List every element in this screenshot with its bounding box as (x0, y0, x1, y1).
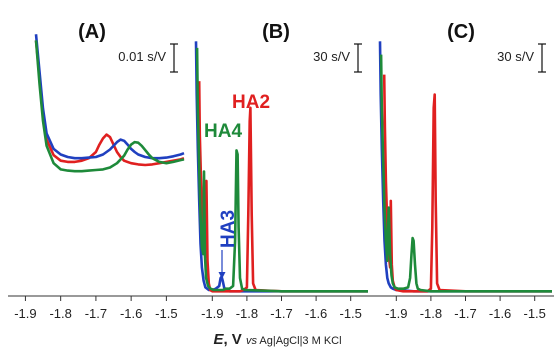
annotation-ha4: HA4 (204, 121, 242, 142)
panel-b-x-tick-label: -1.6 (305, 306, 327, 321)
panel-a-x-tick-label: -1.5 (155, 306, 177, 321)
panel-b: (B) 30 s/V HA2 HA4 HA3 (194, 21, 368, 293)
panel-b-title: (B) (262, 21, 290, 43)
panel-c-scale-bar (538, 43, 546, 73)
panel-a-scale-label: 0.01 s/V (118, 49, 166, 64)
panel-b-x-tick-label: -1.7 (270, 306, 292, 321)
panel-a-title: (A) (78, 21, 106, 43)
panel-a-x-tick-label: -1.8 (49, 306, 71, 321)
ha3-arrow (218, 250, 226, 279)
panel-c-x-tick-label: -1.6 (489, 306, 511, 321)
panel-c-title: (C) (447, 21, 475, 43)
panel-a-scale-bar (170, 43, 178, 73)
panel-c-series (378, 41, 552, 293)
panel-b-x-tick-label: -1.8 (236, 306, 258, 321)
x-axis-symbol: E (213, 331, 224, 348)
x-axis-unit: , V (223, 331, 246, 348)
panel-c-x-tick-label: -1.9 (385, 306, 407, 321)
panel-b-scale-label: 30 s/V (313, 49, 350, 64)
panel-b-x-tick-label: -1.5 (339, 306, 361, 321)
x-axis-label: E, V vs Ag|AgCl|3 M KCl (0, 331, 555, 348)
panel-b-series-line-3 (195, 47, 368, 293)
panel-c-x-tick-label: -1.7 (454, 306, 476, 321)
panel-c-series-line-2 (382, 74, 552, 293)
panel-c-series-line-1 (378, 41, 552, 293)
panel-c-x-tick-label: -1.8 (420, 306, 442, 321)
annotation-ha2: HA2 (232, 92, 270, 113)
x-axis-reference: Ag|AgCl|3 M KCl (256, 335, 342, 347)
panel-a: (A) 0.01 s/V (34, 21, 185, 173)
panel-a-series (34, 34, 185, 173)
panel-a-series-line-1 (34, 40, 185, 167)
panel-c-x-tick-label: -1.5 (523, 306, 545, 321)
panel-a-series-line-3 (34, 40, 185, 173)
x-axis-vs: vs (245, 335, 257, 347)
panel-a-x-tick-label: -1.7 (85, 306, 107, 321)
panel-c-scale-label: 30 s/V (497, 49, 534, 64)
annotation-ha3: HA3 (218, 210, 239, 248)
panel-a-x-tick-label: -1.6 (120, 306, 142, 321)
panel-c-series-line-3 (379, 54, 552, 293)
x-axis: -1.9 -1.8 -1.7 -1.6 -1.5 -1.9 -1.8 -1.7 -1.6 -1.5… (8, 295, 554, 321)
panel-a-x-tick-label: -1.9 (14, 306, 36, 321)
panel-a-series-line-2 (34, 34, 185, 160)
panel-b-scale-bar (354, 43, 362, 73)
panel-c: (C) 30 s/V (378, 21, 552, 293)
panel-b-series-line-2 (197, 81, 368, 293)
panel-b-x-tick-label: -1.9 (201, 306, 223, 321)
panel-b-series (194, 41, 368, 293)
